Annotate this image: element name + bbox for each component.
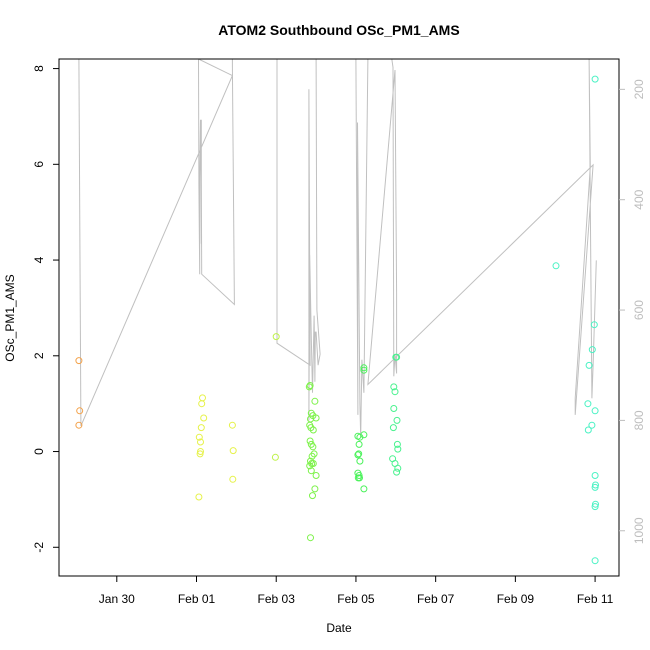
x-tick-label: Jan 30: [99, 592, 135, 606]
data-point: [198, 400, 206, 408]
data-point: [356, 474, 363, 482]
data-point: [588, 421, 596, 429]
data-point: [591, 407, 599, 415]
data-point: [394, 445, 402, 453]
y2-axis: 200 400 600 800 1000: [619, 79, 646, 544]
altitude-track-line: [78, 59, 597, 438]
data-point: [312, 472, 320, 479]
data-point: [391, 388, 399, 396]
data-point: [228, 421, 236, 429]
data-point: [356, 457, 364, 465]
x-tick-label: Feb 11: [577, 592, 614, 606]
data-point: [394, 464, 402, 472]
data-point: [312, 414, 320, 422]
data-point: [393, 468, 401, 476]
data-point: [591, 75, 599, 83]
data-point: [197, 424, 205, 432]
data-point: [197, 438, 204, 446]
data-point: [309, 492, 316, 500]
data-point: [360, 485, 368, 493]
data-point: [588, 346, 596, 354]
data-point: [306, 437, 314, 445]
y-tick-label: 2: [32, 352, 46, 359]
x-tick-label: Feb 05: [337, 592, 375, 606]
altitude-track-layer: [78, 59, 597, 438]
data-point: [585, 361, 593, 369]
data-point: [354, 451, 362, 459]
y-tick-label: 8: [32, 65, 46, 72]
data-point: [195, 433, 203, 441]
data-point: [393, 440, 401, 448]
y-tick-label: 4: [32, 256, 46, 263]
data-point: [305, 383, 313, 391]
data-point: [306, 462, 314, 470]
data-point: [229, 447, 237, 455]
data-point: [591, 483, 599, 491]
data-point: [196, 450, 204, 458]
x-tick-label: Feb 07: [417, 592, 455, 606]
y-tick-label: -2: [32, 542, 46, 553]
data-point: [592, 500, 599, 508]
data-point: [272, 333, 280, 341]
data-point: [75, 357, 83, 365]
y-axis-label: OSc_PM1_AMS: [3, 274, 17, 361]
y-tick-label: 6: [32, 161, 46, 168]
data-point: [200, 414, 208, 422]
data-point: [309, 460, 317, 467]
y2-tick-label: 1000: [632, 517, 646, 544]
data-point: [307, 467, 315, 475]
chart-title: ATOM2 Southbound OSc_PM1_AMS: [218, 22, 459, 38]
data-point: [591, 557, 599, 565]
data-point: [306, 382, 314, 389]
data-point: [355, 450, 363, 458]
data-point: [195, 493, 203, 501]
data-point: [197, 448, 204, 455]
y-tick-label: 0: [32, 448, 46, 455]
data-point: [307, 534, 314, 542]
plot-frame: [58, 58, 620, 577]
data-point: [591, 472, 599, 479]
data-point: [393, 416, 401, 424]
y-axis: -2 0 2 4 6 8: [32, 65, 59, 553]
data-point: [592, 481, 599, 489]
data-point: [360, 364, 368, 372]
data-point: [360, 366, 368, 374]
data-point: [75, 421, 83, 429]
data-point: [393, 353, 401, 361]
data-point: [584, 400, 592, 408]
data-point: [389, 424, 397, 432]
x-axis: Jan 30 Feb 01 Feb 03 Feb 05 Feb 07 Feb 09 Feb …: [99, 576, 614, 606]
y2-tick-label: 400: [632, 189, 646, 209]
x-tick-label: Feb 03: [258, 592, 296, 606]
points-layer: [75, 75, 599, 565]
y2-tick-label: 200: [632, 79, 646, 99]
data-point: [584, 426, 592, 434]
y2-tick-label: 800: [632, 410, 646, 430]
data-point: [271, 453, 279, 461]
data-point: [552, 262, 560, 270]
data-point: [76, 407, 84, 415]
x-axis-label: Date: [326, 621, 352, 635]
data-point: [591, 503, 599, 511]
data-point: [309, 443, 317, 451]
data-point: [199, 394, 206, 402]
data-point: [360, 431, 368, 439]
data-point: [229, 475, 237, 483]
data-point: [311, 397, 319, 405]
data-point: [390, 383, 398, 391]
data-point: [311, 485, 319, 493]
data-point: [390, 405, 398, 412]
data-point: [309, 426, 317, 434]
data-point: [308, 452, 316, 460]
x-tick-label: Feb 01: [178, 592, 216, 606]
data-point: [355, 440, 363, 448]
x-tick-label: Feb 09: [497, 592, 535, 606]
data-point: [307, 424, 315, 432]
data-point: [590, 321, 598, 329]
y2-tick-label: 600: [632, 300, 646, 320]
